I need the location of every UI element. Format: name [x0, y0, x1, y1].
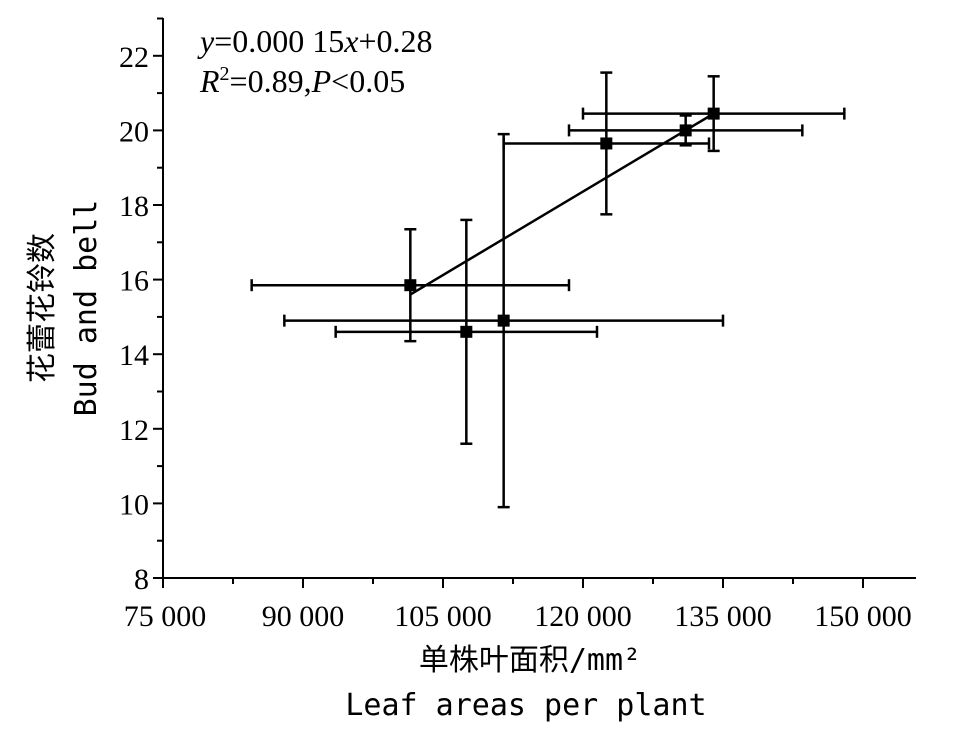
y-axis-title-en: Bud and bell	[69, 200, 104, 417]
x-tick-label: 75 000	[124, 600, 207, 633]
x-tick-label: 150 000	[814, 600, 912, 633]
y-tick-label: 18	[119, 190, 149, 223]
r2-value: =0.89,	[230, 63, 312, 99]
x-tick-label: 120 000	[534, 600, 632, 633]
x-axis-title-en: Leaf areas per plant	[345, 688, 706, 723]
error-bars	[250, 71, 846, 509]
equation-intercept: +0.28	[358, 23, 432, 59]
p-p: P	[311, 63, 332, 99]
y-tick-label: 12	[119, 414, 149, 447]
x-tick-label: 90 000	[262, 600, 345, 633]
y-tick-label: 16	[119, 265, 149, 298]
y-tick-label: 20	[119, 115, 149, 148]
y-tick-label: 22	[119, 41, 149, 74]
data-point	[404, 279, 417, 292]
y-axis-ticks: 8 10 12 14 16 18 20 22	[119, 17, 163, 596]
x-axis-title: 单株叶面积/mm²	[419, 643, 641, 678]
y-tick-label: 14	[119, 339, 149, 372]
data-point	[600, 137, 613, 150]
regression-line-group	[409, 112, 715, 296]
data-point	[497, 314, 510, 327]
r2-r: R	[199, 63, 220, 99]
equation-coef: =0.000 15	[214, 23, 344, 59]
equation-text: y=0.000 15x+0.28	[197, 23, 433, 59]
equation-x: x	[343, 23, 358, 59]
x-tick-label: 105 000	[394, 600, 492, 633]
r2-sup: 2	[220, 63, 230, 85]
y-axis-title: 花蕾花铃数	[25, 233, 60, 383]
x-axis-ticks: 75 000 90 000 105 000 120 000 135 000 150 000	[124, 578, 912, 633]
x-tick-label: 135 000	[674, 600, 772, 633]
y-tick-label: 10	[119, 488, 149, 521]
p-value: <0.05	[331, 63, 405, 99]
y-tick-label: 8	[134, 563, 149, 596]
regression-line	[409, 112, 715, 296]
data-point	[679, 124, 692, 137]
data-points	[404, 107, 720, 338]
equation-y: y	[197, 23, 215, 59]
r2-text: R2=0.89,P<0.05	[199, 63, 405, 99]
data-point	[460, 325, 473, 338]
data-point	[707, 107, 720, 120]
